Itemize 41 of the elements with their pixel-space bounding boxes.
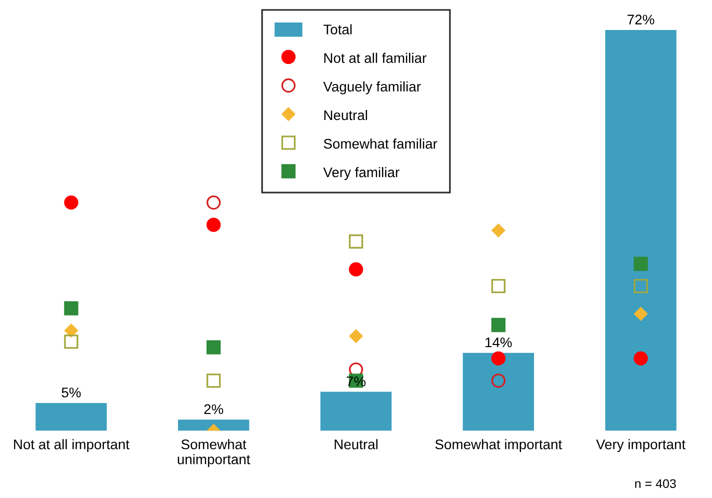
point bbox=[492, 224, 506, 238]
data-label: 5% bbox=[62, 388, 81, 398]
point bbox=[64, 334, 78, 349]
point bbox=[206, 340, 221, 354]
point bbox=[64, 324, 78, 338]
x-tick-label: Somewhat unimportant bbox=[178, 439, 250, 468]
legend-label: Very familiar bbox=[323, 167, 400, 180]
point bbox=[634, 278, 648, 294]
data-label: 14% bbox=[486, 338, 512, 348]
bar bbox=[320, 392, 392, 431]
point bbox=[349, 329, 363, 343]
point bbox=[491, 278, 506, 294]
point bbox=[634, 307, 648, 321]
legend-label: Not at all familiar bbox=[324, 52, 426, 63]
text: n = 403 bbox=[635, 479, 676, 488]
data-label: 72% bbox=[628, 14, 654, 24]
legend-label: Total bbox=[324, 24, 352, 34]
point bbox=[206, 195, 221, 210]
x-tick-label: Neutral bbox=[334, 439, 378, 450]
point bbox=[491, 374, 506, 388]
legend-label: Somewhat familiar bbox=[324, 138, 438, 149]
point bbox=[64, 195, 78, 210]
point bbox=[348, 234, 364, 249]
legend-label: Neutral bbox=[324, 110, 368, 120]
bar bbox=[36, 402, 107, 431]
point bbox=[206, 374, 221, 388]
point bbox=[491, 318, 506, 332]
point bbox=[64, 301, 78, 316]
data-label: 2% bbox=[204, 404, 224, 414]
point bbox=[491, 351, 506, 366]
x-tick-label: Not at all important bbox=[14, 439, 130, 452]
legend-label: Vaguely familiar bbox=[323, 81, 421, 94]
bar bbox=[178, 420, 250, 431]
point bbox=[206, 218, 221, 232]
point bbox=[634, 256, 648, 271]
point bbox=[348, 262, 364, 276]
point bbox=[634, 351, 648, 366]
x-tick-label: Somewhat important bbox=[435, 439, 562, 452]
bar bbox=[462, 352, 534, 431]
bar bbox=[605, 30, 676, 431]
x-tick-label: Very important bbox=[596, 439, 686, 452]
